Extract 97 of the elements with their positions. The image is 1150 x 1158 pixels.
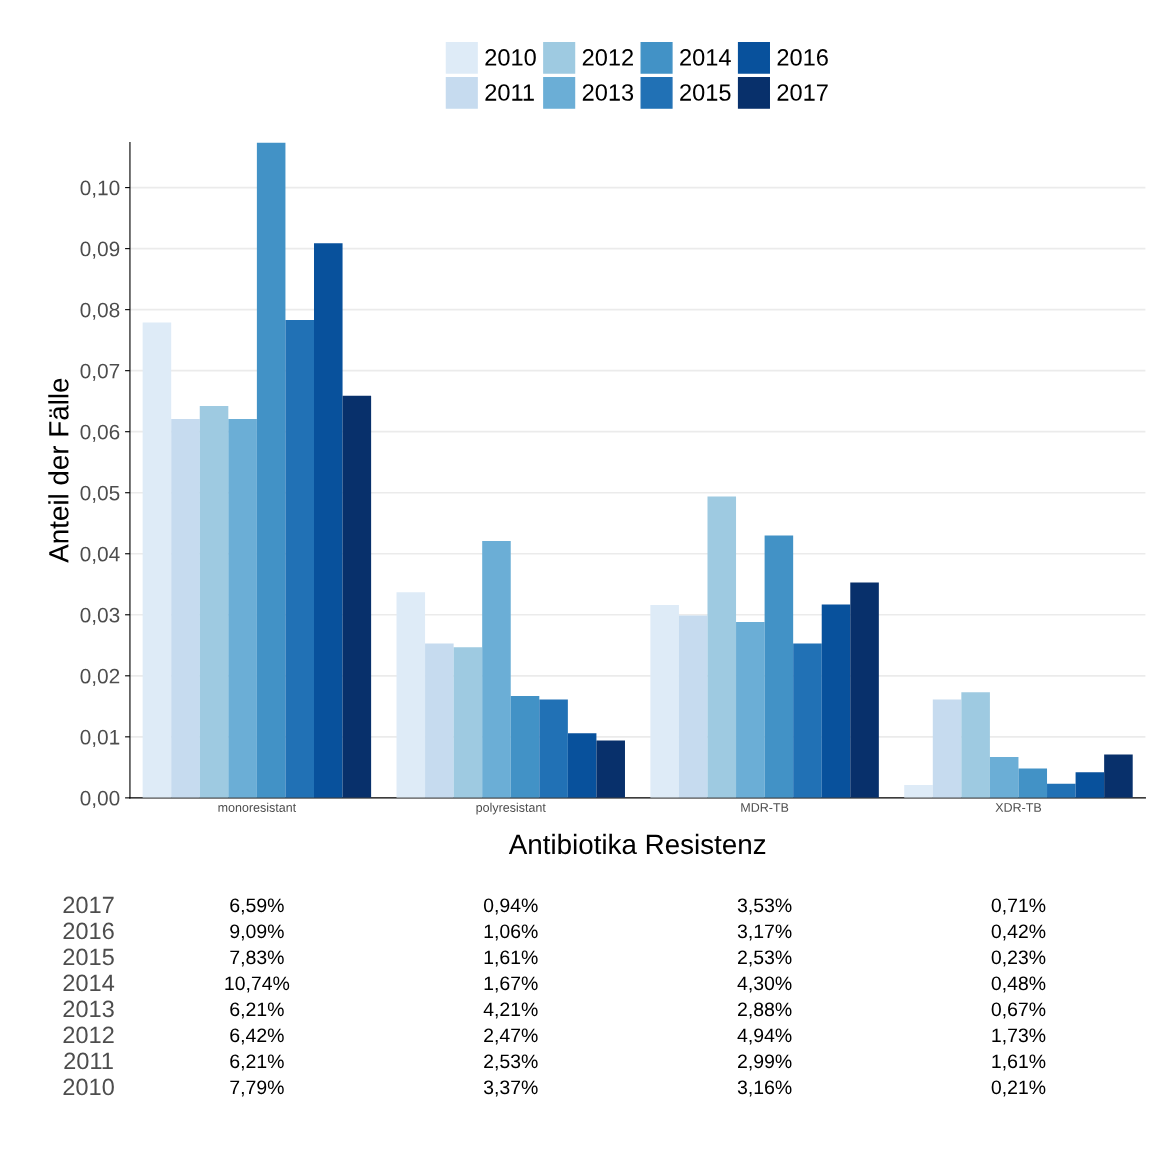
data-label: 6,59% bbox=[230, 898, 284, 915]
bar bbox=[539, 699, 568, 798]
data-label: 4,94% bbox=[737, 1028, 792, 1045]
bar bbox=[199, 406, 229, 798]
bar bbox=[228, 418, 257, 798]
legend-label: 2013 bbox=[582, 84, 634, 101]
data-label: 4,30% bbox=[737, 976, 792, 993]
data-label: 1,06% bbox=[484, 924, 538, 941]
text: 2011 bbox=[64, 1052, 113, 1070]
x-tick-label: monoresistant bbox=[218, 802, 297, 812]
text: 2017 bbox=[63, 896, 114, 914]
y-tick-label: 0,08 bbox=[80, 302, 120, 320]
legend-label: 2016 bbox=[777, 49, 828, 66]
data-label: 3,16% bbox=[737, 1080, 792, 1097]
bar bbox=[678, 615, 708, 798]
data-label: 3,37% bbox=[483, 1080, 538, 1097]
bar bbox=[342, 395, 372, 798]
data-label: 7,79% bbox=[230, 1080, 284, 1097]
bar bbox=[142, 322, 172, 798]
bar bbox=[821, 604, 851, 798]
data-label: 9,09% bbox=[230, 924, 284, 941]
bar bbox=[793, 643, 822, 798]
bar bbox=[764, 535, 794, 798]
bar bbox=[314, 243, 343, 798]
data-label: 6,21% bbox=[230, 1002, 284, 1019]
data-label: 6,21% bbox=[230, 1054, 284, 1071]
y-axis-title: Anteil der Fälle bbox=[48, 378, 69, 563]
bar bbox=[1047, 783, 1076, 798]
y-tick-label: 0,03 bbox=[80, 607, 120, 625]
legend-label: 2012 bbox=[582, 49, 633, 66]
y-tick-label: 0,07 bbox=[80, 363, 120, 381]
x-tick-label: XDR-TB bbox=[995, 803, 1042, 812]
bar bbox=[1104, 754, 1133, 798]
legend-label: 2010 bbox=[485, 49, 536, 66]
x-axis-title: Antibiotika Resistenz bbox=[508, 833, 766, 855]
text: 2016 bbox=[63, 922, 114, 940]
data-label: 1,67% bbox=[484, 976, 538, 993]
data-label: 1,73% bbox=[992, 1028, 1046, 1045]
y-tick-label: 0,06 bbox=[80, 424, 120, 442]
data-label: 10,74% bbox=[225, 976, 290, 993]
bar bbox=[396, 592, 426, 798]
bar bbox=[453, 647, 483, 798]
text: 2012 bbox=[63, 1026, 114, 1044]
bar bbox=[482, 540, 511, 798]
bar bbox=[596, 740, 625, 798]
data-label: 2,99% bbox=[738, 1054, 792, 1071]
bar bbox=[850, 582, 879, 798]
data-label: 2,53% bbox=[738, 950, 792, 967]
text: 2010 bbox=[63, 1078, 114, 1096]
bar bbox=[707, 496, 737, 798]
text: 2013 bbox=[63, 1000, 114, 1018]
data-label: 2,88% bbox=[738, 1002, 792, 1019]
legend-label: 2011 bbox=[485, 84, 534, 101]
bar bbox=[736, 622, 765, 798]
data-label: 3,17% bbox=[737, 924, 792, 941]
bar bbox=[989, 756, 1019, 798]
text: 2014 bbox=[63, 974, 115, 992]
data-label: 7,83% bbox=[230, 950, 284, 967]
data-label: 0,48% bbox=[991, 976, 1046, 993]
bar bbox=[256, 142, 286, 798]
y-tick-label: 0,10 bbox=[80, 180, 120, 198]
bar bbox=[650, 605, 679, 798]
legend-label: 2015 bbox=[680, 84, 731, 101]
x-tick-label: polyresistant bbox=[476, 802, 546, 815]
bar bbox=[285, 320, 314, 798]
data-label: 3,53% bbox=[737, 898, 792, 915]
bar bbox=[567, 733, 597, 798]
y-tick-label: 0,00 bbox=[80, 790, 120, 809]
data-label: 6,42% bbox=[230, 1028, 284, 1045]
bar bbox=[932, 699, 962, 798]
data-label: 0,94% bbox=[483, 898, 538, 915]
data-label: 0,23% bbox=[991, 950, 1046, 967]
y-tick-label: 0,02 bbox=[80, 668, 120, 687]
data-label: 0,21% bbox=[991, 1080, 1046, 1097]
x-tick-label: MDR-TB bbox=[741, 803, 789, 812]
bar bbox=[961, 692, 990, 798]
y-tick-label: 0,04 bbox=[80, 546, 120, 564]
y-tick-label: 0,09 bbox=[80, 241, 120, 259]
bar bbox=[171, 418, 200, 798]
text: 2015 bbox=[63, 948, 114, 966]
legend-label: 2014 bbox=[680, 49, 731, 66]
data-label: 1,61% bbox=[484, 950, 538, 967]
data-label: 0,67% bbox=[991, 1002, 1046, 1019]
bar bbox=[510, 695, 540, 798]
data-label: 2,53% bbox=[484, 1054, 538, 1071]
data-label: 2,47% bbox=[484, 1028, 538, 1045]
data-label: 4,21% bbox=[483, 1002, 538, 1019]
bar bbox=[1075, 772, 1105, 798]
y-tick-label: 0,01 bbox=[80, 729, 120, 748]
data-label: 0,71% bbox=[991, 898, 1046, 915]
bar bbox=[425, 643, 454, 798]
legend-label: 2017 bbox=[777, 84, 828, 101]
bar bbox=[904, 785, 933, 798]
bar bbox=[1018, 768, 1048, 798]
y-tick-label: 0,05 bbox=[80, 485, 120, 503]
data-label: 1,61% bbox=[992, 1054, 1046, 1071]
data-label: 0,42% bbox=[991, 924, 1046, 941]
